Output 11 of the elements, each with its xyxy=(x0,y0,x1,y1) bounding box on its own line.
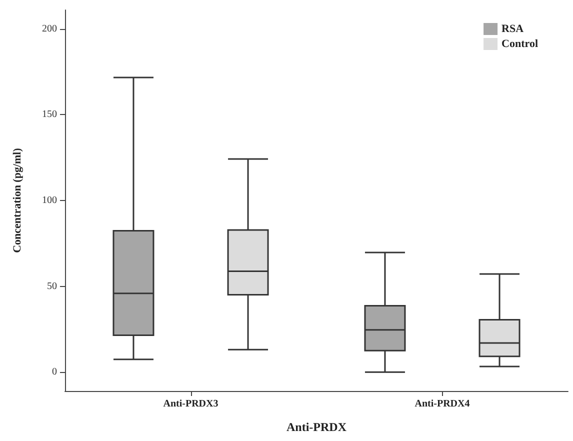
x-tick-label: Anti-PRDX4 xyxy=(414,398,470,410)
x-tick-label: Anti-PRDX3 xyxy=(163,398,218,410)
legend-label: Control xyxy=(502,38,538,50)
x-axis-title: Anti-PRDX xyxy=(286,420,347,434)
y-tick-label: 50 xyxy=(47,280,57,292)
y-tick-label: 150 xyxy=(42,109,57,120)
y-tick-label: 200 xyxy=(42,23,57,34)
y-axis-title: Concentration (pg/ml) xyxy=(12,148,24,253)
y-tick-label: 100 xyxy=(42,195,57,206)
legend-label: RSA xyxy=(502,23,524,35)
y-tick-label: 0 xyxy=(52,366,57,378)
